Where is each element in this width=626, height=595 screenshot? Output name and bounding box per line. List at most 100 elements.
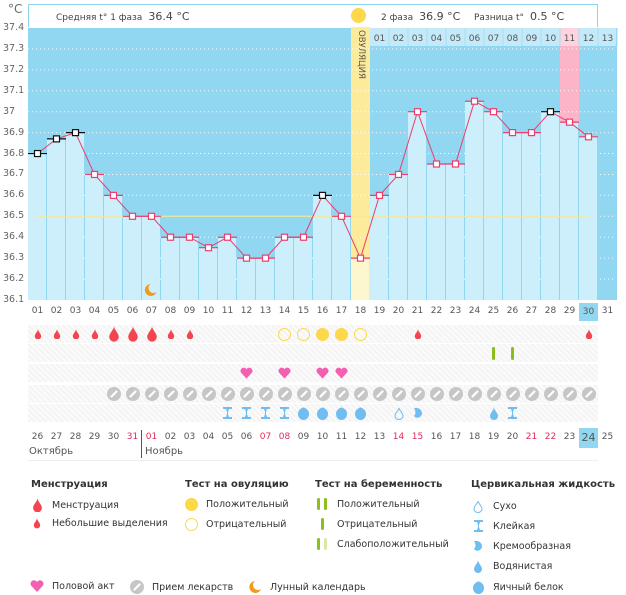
calendar-date[interactable]: 06 [240,432,253,442]
ovulation-positive-icon[interactable] [313,325,332,343]
calendar-date[interactable]: 03 [183,432,196,442]
pregnancy-negative-icon [313,518,331,530]
ovulation-negative-icon[interactable] [294,325,313,343]
menstruation-drop-icon[interactable] [47,325,66,343]
calendar-date[interactable]: 10 [316,432,329,442]
pill-icon[interactable] [465,385,484,403]
calendar-date[interactable]: 11 [335,432,348,442]
pill-icon[interactable] [199,385,218,403]
pill-icon [128,580,146,594]
legend-label: Небольшие выделения [52,518,168,529]
pill-icon[interactable] [370,385,389,403]
x-tick-label: 21 [411,306,424,316]
cervical-fluid-egg-icon[interactable] [313,404,332,422]
pill-icon[interactable] [541,385,560,403]
pill-icon[interactable] [351,385,370,403]
pill-icon[interactable] [294,385,313,403]
pill-icon[interactable] [275,385,294,403]
cervical-fluid-watery-icon[interactable] [484,404,503,422]
calendar-date[interactable]: 13 [373,432,386,442]
temperature-bar [275,237,293,300]
pill-icon[interactable] [256,385,275,403]
cervical-fluid-egg-icon[interactable] [294,404,313,422]
menstruation-drop-icon[interactable] [142,325,161,343]
cervical-fluid-sticky-icon[interactable] [503,404,522,422]
calendar-date[interactable]: 14 [392,432,405,442]
calendar-date[interactable]: 16 [430,432,443,442]
menstruation-drop-icon[interactable] [104,325,123,343]
ovulation-negative-icon[interactable] [351,325,370,343]
pill-icon[interactable] [161,385,180,403]
calendar-date[interactable]: 20 [506,432,519,442]
menstruation-drop-icon[interactable] [579,325,598,343]
calendar-date[interactable]: 15 [411,432,424,442]
ovulation-negative-icon[interactable] [275,325,294,343]
calendar-date[interactable]: 29 [88,432,101,442]
heart-icon[interactable] [275,364,294,382]
calendar-date[interactable]: 31 [126,432,139,442]
menstruation-drop-icon[interactable] [161,325,180,343]
cervical-fluid-creamy-icon[interactable] [408,404,427,422]
pill-icon[interactable] [389,385,408,403]
calendar-date[interactable]: 17 [449,432,462,442]
calendar-date[interactable]: 08 [278,432,291,442]
calendar-date[interactable]: 22 [544,432,557,442]
pill-icon[interactable] [180,385,199,403]
temperature-point [261,254,270,262]
pill-icon[interactable] [579,385,598,403]
calendar-date[interactable]: 07 [259,432,272,442]
pill-icon[interactable] [218,385,237,403]
pill-icon[interactable] [104,385,123,403]
calendar-date[interactable]: 12 [354,432,367,442]
heart-icon[interactable] [237,364,256,382]
pill-icon[interactable] [332,385,351,403]
calendar-date[interactable]: 21 [525,432,538,442]
pill-icon[interactable] [522,385,541,403]
heart-icon[interactable] [332,364,351,382]
calendar-date[interactable]: 01 [145,432,158,442]
pill-icon[interactable] [427,385,446,403]
pill-icon[interactable] [237,385,256,403]
calendar-date[interactable]: 28 [69,432,82,442]
cervical-fluid-dry-icon[interactable] [389,404,408,422]
menstruation-drop-icon[interactable] [85,325,104,343]
cervical-fluid-sticky-icon[interactable] [256,404,275,422]
calendar-date[interactable]: 02 [164,432,177,442]
calendar-date[interactable]: 19 [487,432,500,442]
pill-icon[interactable] [123,385,142,403]
pill-icon[interactable] [313,385,332,403]
calendar-date[interactable]: 04 [202,432,215,442]
calendar-date[interactable]: 18 [468,432,481,442]
temperature-point [71,129,80,137]
menstruation-drop-icon[interactable] [66,325,85,343]
calendar-date[interactable]: 30 [107,432,120,442]
pregnancy-test-icon[interactable] [484,344,503,362]
calendar-date[interactable]: 27 [50,432,63,442]
menstruation-drop-icon[interactable] [408,325,427,343]
phase1-value: 36.4 °C [148,10,190,23]
pregnancy-test-icon[interactable] [503,344,522,362]
pill-icon[interactable] [446,385,465,403]
calendar-date[interactable]: 26 [31,432,44,442]
calendar-date[interactable]: 05 [221,432,234,442]
cervical-fluid-sticky-icon[interactable] [218,404,237,422]
pill-icon[interactable] [503,385,522,403]
cervical-fluid-egg-icon[interactable] [351,404,370,422]
calendar-date[interactable]: 09 [297,432,310,442]
pill-icon[interactable] [484,385,503,403]
pill-icon[interactable] [408,385,427,403]
cervical-fluid-sticky-icon[interactable] [237,404,256,422]
cervical-fluid-sticky-icon[interactable] [275,404,294,422]
heart-icon[interactable] [313,364,332,382]
x-tick-label: 13 [259,306,272,316]
menstruation-drop-icon[interactable] [123,325,142,343]
pill-icon[interactable] [142,385,161,403]
cervical-fluid-egg-icon[interactable] [332,404,351,422]
ovulation-positive-icon[interactable] [332,325,351,343]
calendar-date[interactable]: 24 [579,428,598,448]
pill-icon[interactable] [560,385,579,403]
calendar-date[interactable]: 23 [563,432,576,442]
menstruation-drop-icon[interactable] [28,325,47,343]
menstruation-drop-icon[interactable] [180,325,199,343]
calendar-date[interactable]: 25 [601,432,614,442]
